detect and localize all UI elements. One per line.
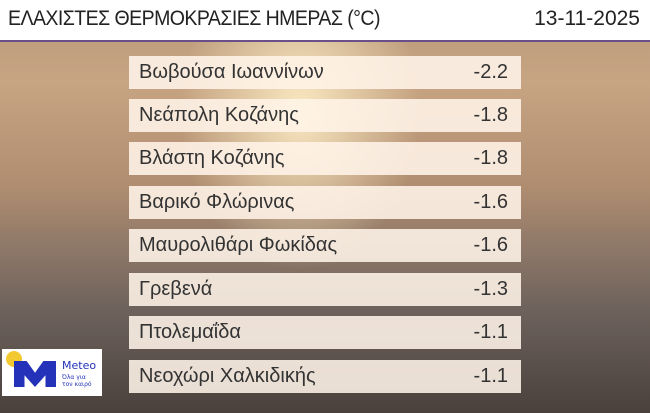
station-name: Μαυρολιθάρι Φωκίδας (139, 234, 338, 256)
temperature-value: -1.8 (473, 147, 508, 169)
logo-brand: Meteo (62, 359, 97, 372)
station-name: Νεοχώρι Χαλκιδικής (139, 365, 316, 387)
station-name: Γρεβενά (139, 278, 213, 300)
meteo-logo: Meteo Όλα για τον καιρό (2, 349, 102, 396)
station-row: Νεοχώρι Χαλκιδικής -1.1 (129, 360, 521, 393)
logo-m-icon (14, 361, 56, 387)
station-row: Βλάστη Κοζάνης -1.8 (129, 142, 521, 175)
logo-tagline: Όλα για τον καιρό (62, 374, 92, 388)
station-name: Βλάστη Κοζάνης (139, 147, 285, 169)
station-name: Νεάπολη Κοζάνης (139, 104, 299, 126)
temperature-value: -1.3 (473, 278, 508, 300)
temperature-value: -2.2 (473, 61, 508, 83)
station-row: Μαυρολιθάρι Φωκίδας -1.6 (129, 229, 521, 262)
station-name: Βωβούσα Ιωαννίνων (139, 61, 324, 83)
temperature-value: -1.6 (473, 191, 508, 213)
station-row: Βαρικό Φλώρινας -1.6 (129, 186, 521, 219)
station-row: Βωβούσα Ιωαννίνων -2.2 (129, 56, 521, 89)
temperature-value: -1.8 (473, 104, 508, 126)
station-row: Γρεβενά -1.3 (129, 273, 521, 306)
station-name: Πτολεμαΐδα (139, 321, 241, 343)
station-row: Πτολεμαΐδα -1.1 (129, 316, 521, 349)
station-row: Νεάπολη Κοζάνης -1.8 (129, 99, 521, 132)
temperature-value: -1.6 (473, 234, 508, 256)
temperature-value: -1.1 (473, 365, 508, 387)
temperature-value: -1.1 (473, 321, 508, 343)
date-label: 13-11-2025 (534, 7, 640, 30)
page-title: ΕΛΑΧΙΣΤΕΣ ΘΕΡΜΟΚΡΑΣΙΕΣ ΗΜΕΡΑΣ (°C) (8, 7, 380, 30)
station-name: Βαρικό Φλώρινας (139, 191, 295, 213)
header: ΕΛΑΧΙΣΤΕΣ ΘΕΡΜΟΚΡΑΣΙΕΣ ΗΜΕΡΑΣ (°C) 13-11… (0, 0, 650, 42)
